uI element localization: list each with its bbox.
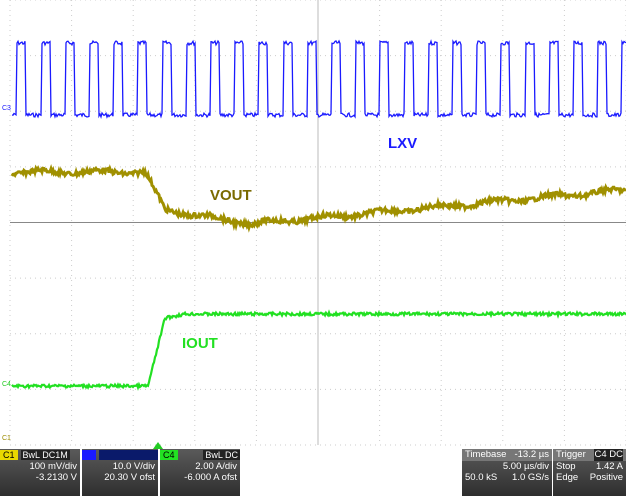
timebase-panel: Timebase -13.2 µs 5.00 µs/div 50.0 kS 1.0 … bbox=[462, 449, 552, 496]
lxv-trace bbox=[11, 39, 626, 119]
display-background bbox=[0, 0, 626, 449]
panel-header: C1 BwL DC1M bbox=[0, 449, 80, 461]
channel-offset: -3.2130 V bbox=[35, 472, 77, 483]
sample-rate: 1.0 GS/s bbox=[512, 472, 549, 483]
channel-mode: BwL DC1M bbox=[20, 450, 70, 460]
channel-offset: 20.30 V ofst bbox=[104, 472, 155, 483]
trigger-source: C4 DC bbox=[594, 449, 623, 461]
channel-panel: C1 BwL DC1M 100 mV/div -3.2130 V bbox=[0, 449, 80, 496]
channel-name: C4 bbox=[160, 450, 178, 460]
waveforms bbox=[10, 39, 626, 391]
trace-label: LXV bbox=[388, 135, 417, 152]
timebase-label: Timebase bbox=[465, 449, 507, 460]
timebase-delay: -13.2 µs bbox=[514, 449, 549, 460]
trace-label: VOUT bbox=[210, 187, 252, 204]
trigger-level: 1.42 A bbox=[596, 461, 623, 472]
channel-name: C1 bbox=[0, 450, 18, 460]
trigger-panel: Trigger C4 DC Stop 1.42 A Edge Positive bbox=[553, 449, 626, 496]
channel-scale: 100 mV/div bbox=[29, 461, 77, 472]
channel-panel: 10.0 V/div 20.30 V ofst bbox=[82, 449, 158, 496]
channel-offset: -6.000 A ofst bbox=[184, 472, 237, 483]
channel-mode: BwL DC bbox=[203, 450, 240, 460]
sample-count: 50.0 kS bbox=[465, 472, 498, 483]
waveform-display: LXV VOUT IOUT C3 C4 C1 bbox=[0, 0, 626, 449]
trigger-mode: Stop bbox=[556, 461, 576, 472]
timebase-scale: 5.00 µs/div bbox=[502, 461, 549, 472]
iout-trace bbox=[11, 309, 626, 391]
trigger-marker bbox=[153, 442, 163, 449]
trigger-label: Trigger bbox=[556, 449, 586, 460]
trace-label: IOUT bbox=[182, 335, 218, 352]
graticule bbox=[9, 0, 626, 446]
trigger-slope: Positive bbox=[589, 472, 623, 483]
vout-trace bbox=[10, 163, 626, 233]
channel-scale: 2.00 A/div bbox=[195, 461, 237, 472]
channel-scale: 10.0 V/div bbox=[112, 461, 155, 472]
trigger-type: Edge bbox=[556, 472, 579, 483]
channel-marker: C4 bbox=[2, 381, 11, 388]
channel-marker: C3 bbox=[2, 105, 11, 112]
panel-header bbox=[82, 449, 158, 461]
channel-panel: C4 BwL DC 2.00 A/div -6.000 A ofst bbox=[160, 449, 240, 496]
panel-header: C4 BwL DC bbox=[160, 449, 240, 461]
channel-marker: C1 bbox=[2, 435, 11, 442]
